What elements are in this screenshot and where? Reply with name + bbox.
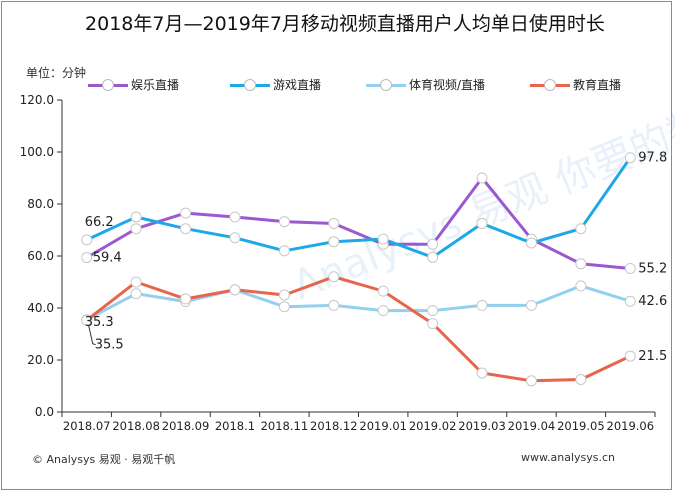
legend-swatch-game [230, 78, 270, 92]
point-education [130, 276, 142, 288]
x-tick-label: 2018.11 [261, 419, 309, 433]
point-game [130, 211, 142, 223]
point-game [525, 237, 537, 249]
point-sports [278, 301, 290, 313]
data-label: 21.5 [638, 349, 667, 364]
y-tick-label: 120.0 [20, 93, 54, 107]
point-entertainment [427, 238, 439, 250]
point-sports [525, 299, 537, 311]
point-sports [427, 305, 439, 317]
point-game [476, 218, 488, 229]
point-entertainment [229, 211, 241, 223]
label-leader-line [88, 325, 96, 346]
point-entertainment [180, 207, 192, 219]
y-tick-label: 80.0 [27, 197, 54, 211]
point-sports [624, 295, 636, 307]
data-label: 35.5 [95, 338, 124, 353]
point-entertainment [130, 223, 142, 235]
point-education [476, 367, 488, 379]
legend-swatch-entertainment [88, 78, 128, 92]
point-education [427, 318, 439, 330]
footer-source: © Analysys 易观 · 易观千帆 [32, 453, 176, 466]
data-label: 42.6 [638, 294, 667, 309]
series-line-sports [86, 284, 631, 322]
point-education [278, 289, 290, 301]
y-tick-label: 60.0 [27, 249, 54, 263]
series-lines [81, 152, 636, 387]
point-sports [377, 305, 389, 317]
point-entertainment [624, 262, 636, 274]
point-education [377, 285, 389, 297]
point-education [81, 314, 93, 326]
series-line-game [86, 156, 632, 259]
point-game [377, 233, 389, 245]
point-entertainment [278, 216, 290, 228]
point-education [525, 375, 537, 387]
point-entertainment [81, 252, 93, 264]
series-line-entertainment [85, 176, 631, 270]
data-label: 35.3 [85, 315, 114, 330]
x-tick-label: 2019.01 [359, 419, 407, 433]
x-tick-label: 2019.03 [458, 419, 506, 433]
data-label: 59.4 [93, 251, 122, 266]
y-tick-label: 20.0 [27, 353, 54, 367]
point-game [180, 223, 192, 235]
legend-item-education[interactable]: 教育直播 [530, 76, 621, 93]
x-tick-label: 2018.09 [162, 419, 210, 433]
legend: 娱乐直播 游戏直播 体育视频/直播 教育直播 [0, 76, 675, 92]
y-tick-label: 0.0 [35, 405, 54, 419]
point-entertainment [476, 172, 488, 184]
point-entertainment [575, 258, 587, 270]
legend-swatch-education [530, 78, 570, 92]
x-tick-label: 2019.05 [557, 419, 605, 433]
point-game [575, 223, 587, 235]
x-tick-label: 2018.12 [310, 419, 358, 433]
data-label: 66.2 [85, 215, 114, 230]
legend-label-game: 游戏直播 [273, 78, 322, 92]
x-tick-label: 2019.02 [409, 419, 457, 433]
x-tick-label: 2018.07 [63, 419, 111, 433]
point-sports [476, 299, 488, 311]
point-education [575, 374, 587, 385]
point-education [624, 350, 636, 362]
point-game [328, 236, 340, 248]
data-label: 97.8 [638, 151, 667, 166]
legend-swatch-sports [366, 78, 406, 92]
x-tick-label: 2018.1 [215, 419, 255, 433]
point-game [427, 251, 439, 263]
legend-item-entertainment[interactable]: 娱乐直播 [88, 76, 179, 93]
unit-label: 单位：分钟 [26, 66, 87, 80]
point-education [328, 271, 340, 283]
y-tick-label: 40.0 [27, 301, 54, 315]
point-education [229, 284, 241, 296]
legend-label-education: 教育直播 [573, 78, 622, 92]
x-tick-label: 2019.06 [607, 419, 655, 433]
point-education [180, 293, 192, 305]
x-tick-label: 2019.04 [508, 419, 556, 433]
footer-url: www.analysys.cn [521, 451, 615, 464]
data-labels: 66.2 59.4 35.3 35.5 97.8 55.2 42.6 21.5 [85, 151, 668, 364]
chart-title: 2018年7月—2019年7月移动视频直播用户人均单日使用时长 [85, 13, 605, 35]
point-entertainment [328, 218, 340, 229]
point-game [81, 234, 93, 246]
legend-item-sports[interactable]: 体育视频/直播 [366, 76, 485, 93]
point-sports [130, 288, 142, 300]
point-sports [328, 299, 340, 311]
data-label: 55.2 [638, 261, 667, 276]
legend-label-entertainment: 娱乐直播 [131, 78, 180, 92]
point-game [229, 232, 241, 244]
series-line-education [85, 275, 631, 383]
legend-label-sports: 体育视频/直播 [409, 78, 486, 92]
y-tick-label: 100.0 [20, 145, 54, 159]
point-game [624, 152, 636, 164]
legend-item-game[interactable]: 游戏直播 [230, 76, 321, 93]
x-tick-label: 2018.08 [112, 419, 160, 433]
point-sports [575, 280, 587, 292]
point-game [278, 245, 290, 257]
